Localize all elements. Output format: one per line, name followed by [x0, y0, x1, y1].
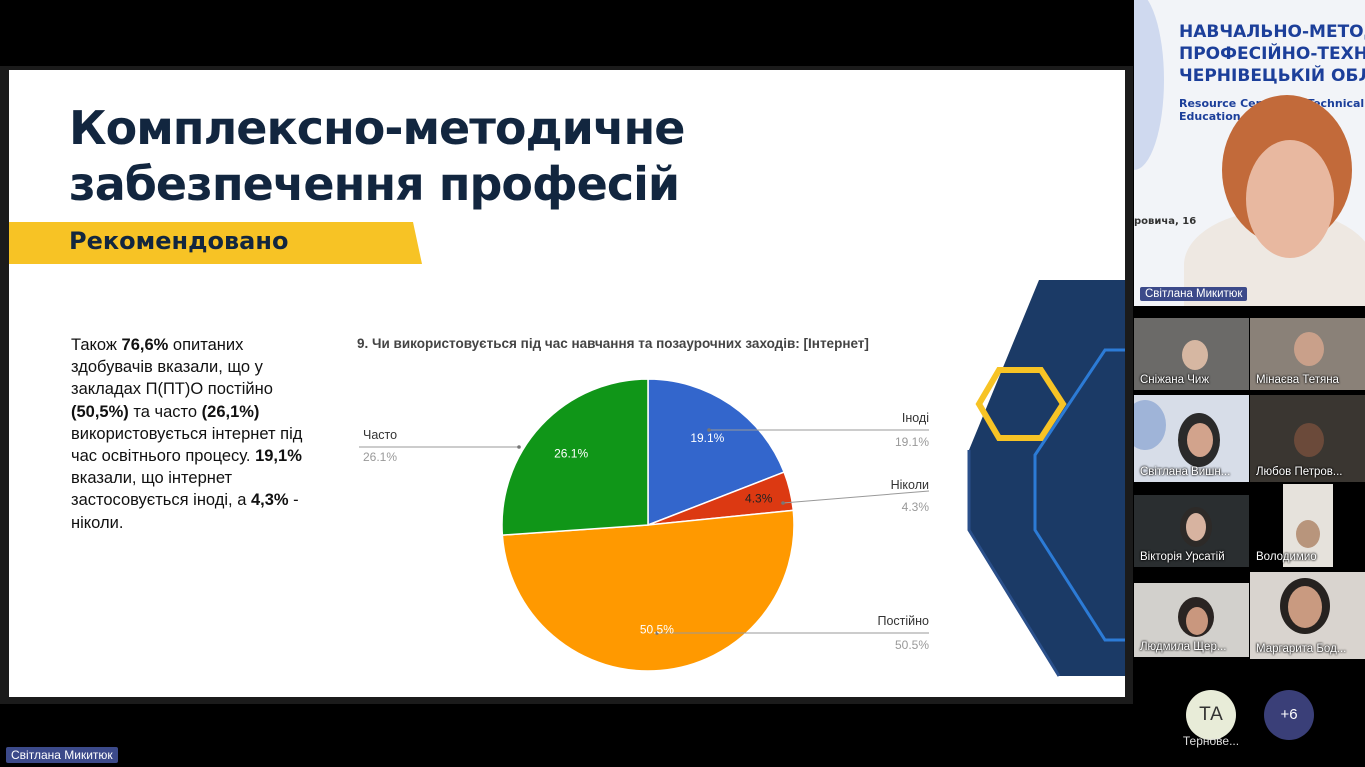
pie-outer-category-label: Часто — [363, 428, 397, 442]
pie-outer-category-label: Ніколи — [891, 478, 929, 492]
body-text-part: - ніколи. — [71, 491, 299, 532]
participant-tile[interactable]: Вікторія Урсатій — [1134, 495, 1249, 567]
participant-face — [1186, 607, 1208, 635]
body-text-bold: 4,3% — [250, 491, 289, 510]
pie-outer-category-label: Постійно — [877, 614, 929, 628]
pie-leader-dot — [707, 428, 711, 432]
banner-address: ровича, 16 — [1134, 216, 1197, 227]
participant-name: Мінаєва Тетяна — [1256, 374, 1339, 386]
participant-face — [1288, 586, 1322, 628]
pie-slice-3 — [501, 378, 649, 536]
pie-slice-0 — [647, 378, 786, 527]
participant-name: Людмила Щер... — [1140, 641, 1227, 653]
pie-chart: 19.1% Іноді 19.1% 4.3% Ніколи 4.3% 50.5% Постій… — [359, 378, 930, 672]
participant-face — [1187, 423, 1213, 457]
participant-name: Любов Петров... — [1256, 466, 1343, 478]
pie-outer-value-label: 50.5% — [895, 638, 929, 652]
pie-leader-line — [782, 490, 930, 504]
hexagon-edge — [967, 450, 1061, 677]
slide-title: Комплексно-методичне забезпечення профес… — [69, 100, 769, 212]
navy-hexagon-shape — [969, 280, 1125, 676]
body-text-part: Також — [71, 336, 122, 354]
recommended-banner — [9, 222, 422, 264]
more-participants-button[interactable]: +6 — [1264, 690, 1314, 740]
participant-face — [1186, 513, 1206, 541]
participant-tile[interactable]: Сніжана Чиж — [1134, 318, 1249, 390]
speaker-face — [1246, 140, 1334, 258]
slide-title-line-1: Комплексно-методичне — [69, 101, 685, 155]
body-text-part: вказали, що інтернет застосовується інод… — [71, 469, 251, 510]
pie-leader-dot — [655, 631, 659, 635]
pie-outer-value-label: 26.1% — [363, 450, 397, 464]
participant-avatar-label: Тернове... — [1182, 734, 1240, 748]
pie-slice-value-label: 19.1% — [690, 431, 724, 445]
pie-slices — [501, 378, 795, 672]
participant-tile[interactable]: Людмила Щер... — [1134, 583, 1249, 657]
decorative-hexagon-graphic — [967, 280, 1125, 677]
participant-name: Світлана Вишн... — [1140, 466, 1231, 478]
pie-leader-dot — [517, 445, 521, 449]
participant-tile[interactable]: Володимио — [1250, 484, 1365, 567]
banner-line: НАВЧАЛЬНО-МЕТОД — [1179, 22, 1365, 42]
pie-outer-value-label: 19.1% — [895, 435, 929, 449]
screen-share-presenter-name: Світлана Микитюк — [6, 747, 118, 763]
organization-logo — [1134, 400, 1166, 450]
pie-outer-value-label: 4.3% — [902, 500, 930, 514]
body-text-bold: (26,1%) — [201, 402, 260, 421]
yellow-hexagon-outline — [975, 367, 1067, 441]
organization-logo — [1134, 0, 1164, 170]
body-text-bold: (50,5%) — [71, 402, 129, 421]
participant-face — [1294, 423, 1324, 457]
slide-title-line-2: забезпечення професій — [69, 157, 680, 211]
participant-name: Сніжана Чиж — [1140, 374, 1210, 386]
participant-face — [1296, 520, 1320, 548]
recommended-label: Рекомендовано — [69, 227, 289, 255]
pie-outer-category-label: Іноді — [902, 411, 929, 425]
body-text-part: опитаних здобувачів вказали, що у заклад… — [71, 336, 273, 399]
pie-slice-value-label: 26.1% — [554, 446, 588, 460]
participant-avatar[interactable]: ТА — [1186, 690, 1236, 740]
banner-line: ЧЕРНІВЕЦЬКІЙ ОБЛА — [1179, 66, 1365, 86]
participant-name: Вікторія Урсатій — [1140, 551, 1225, 563]
banner-line: ПРОФЕСІЙНО-ТЕХНІ — [1179, 44, 1365, 64]
pie-slice-value-label: 4.3% — [745, 491, 773, 505]
participant-face — [1294, 332, 1324, 366]
main-speaker-video[interactable]: НАВЧАЛЬНО-МЕТОД ПРОФЕСІЙНО-ТЕХНІ ЧЕРНІВЕ… — [1134, 0, 1365, 306]
blue-hexagon-outline — [1033, 348, 1125, 642]
main-speaker-name: Світлана Микитюк — [1140, 287, 1248, 301]
participant-name: Маргарита Бод... — [1256, 643, 1347, 655]
chart-title: 9. Чи використовується під час навчання … — [357, 336, 869, 351]
pie-labels: 19.1% Іноді 19.1% 4.3% Ніколи 4.3% 50.5% Постій… — [363, 411, 929, 652]
participant-tile[interactable]: Маргарита Бод... — [1250, 572, 1365, 659]
participant-tile[interactable]: Мінаєва Тетяна — [1250, 318, 1365, 390]
body-text-part: використовується інтернет під час освітн… — [71, 424, 303, 466]
shared-slide: Комплексно-методичне забезпечення профес… — [9, 70, 1125, 697]
body-text-part: та часто — [128, 402, 202, 421]
pie-leader-lines — [359, 428, 930, 635]
pie-slice-value-label: 50.5% — [640, 623, 674, 637]
participant-tile[interactable]: Любов Петров... — [1250, 395, 1365, 482]
slide-body-text: Також 76,6% опитаних здобувачів вказали,… — [71, 334, 321, 534]
body-text-bold: 19,1% — [255, 447, 302, 466]
pie-slice-2 — [501, 509, 795, 672]
body-text-bold: 76,6% — [121, 336, 169, 354]
participant-name: Володимио — [1256, 551, 1317, 563]
participant-face — [1182, 340, 1208, 370]
participant-tile[interactable]: Світлана Вишн... — [1134, 395, 1249, 482]
pie-leader-dot — [781, 501, 785, 505]
